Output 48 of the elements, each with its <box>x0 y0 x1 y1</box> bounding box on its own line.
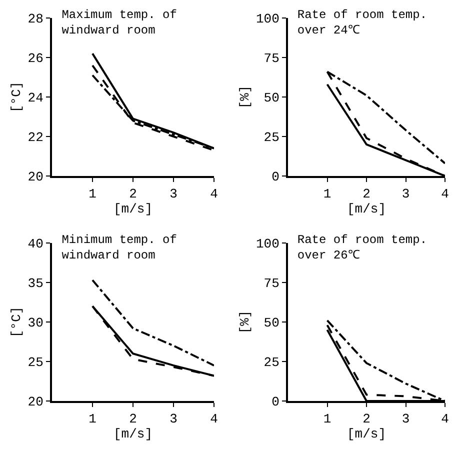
x-axis-title: [m/s] <box>113 202 153 217</box>
y-tick-label: 20 <box>28 394 44 410</box>
chart-title: Maximum temp. of windward room <box>62 8 177 38</box>
y-tick-label: 22 <box>28 130 44 146</box>
x-tick-label: 3 <box>402 186 410 202</box>
x-tick-label: 2 <box>129 412 137 427</box>
x-tick-label: 4 <box>441 186 450 202</box>
y-axis-title: [°C] <box>9 306 24 338</box>
x-tick-label: 2 <box>362 412 370 427</box>
y-tick-label: 50 <box>264 316 280 331</box>
y-axis-title: [°C] <box>9 81 24 113</box>
chart-title: Minimum temp. of windward room <box>62 233 177 263</box>
y-tick-label: 25 <box>28 355 44 370</box>
x-tick-label: 4 <box>441 412 450 427</box>
x-tick-label: 1 <box>323 186 332 202</box>
y-tick-label: 25 <box>264 130 280 146</box>
x-axis-title: [m/s] <box>113 426 153 442</box>
y-tick-label: 24 <box>28 90 44 106</box>
x-tick-label: 3 <box>402 412 410 427</box>
y-tick-label: 30 <box>28 316 44 331</box>
y-tick-label: 100 <box>256 12 280 27</box>
y-tick-label: 100 <box>256 236 280 252</box>
x-tick-label: 1 <box>88 412 97 427</box>
y-tick-label: 25 <box>264 355 280 370</box>
y-axis-title: [%] <box>237 310 252 334</box>
chart-title: Rate of room temp. over 24℃ <box>297 8 428 38</box>
x-axis-title: [m/s] <box>346 202 386 217</box>
x-tick-label: 2 <box>362 186 370 202</box>
y-tick-label: 75 <box>264 51 280 66</box>
x-tick-label: 3 <box>170 186 178 202</box>
chart-title: Rate of room temp. over 26℃ <box>297 233 428 263</box>
y-tick-label: 20 <box>28 170 44 185</box>
x-tick-label: 3 <box>170 412 178 427</box>
x-tick-label: 4 <box>210 412 218 427</box>
y-tick-label: 50 <box>264 90 280 106</box>
y-tick-label: 26 <box>28 51 44 66</box>
y-tick-label: 28 <box>28 12 44 27</box>
y-tick-label: 40 <box>28 236 44 252</box>
y-tick-label: 0 <box>272 394 280 410</box>
x-tick-label: 1 <box>323 412 332 427</box>
y-tick-label: 0 <box>272 170 280 185</box>
x-tick-label: 1 <box>88 186 97 202</box>
x-tick-label: 2 <box>129 186 137 202</box>
y-tick-label: 75 <box>264 276 280 292</box>
x-tick-label: 4 <box>210 186 218 202</box>
y-tick-label: 35 <box>28 276 44 292</box>
x-axis-title: [m/s] <box>346 426 386 442</box>
y-axis-title: [%] <box>237 85 252 109</box>
